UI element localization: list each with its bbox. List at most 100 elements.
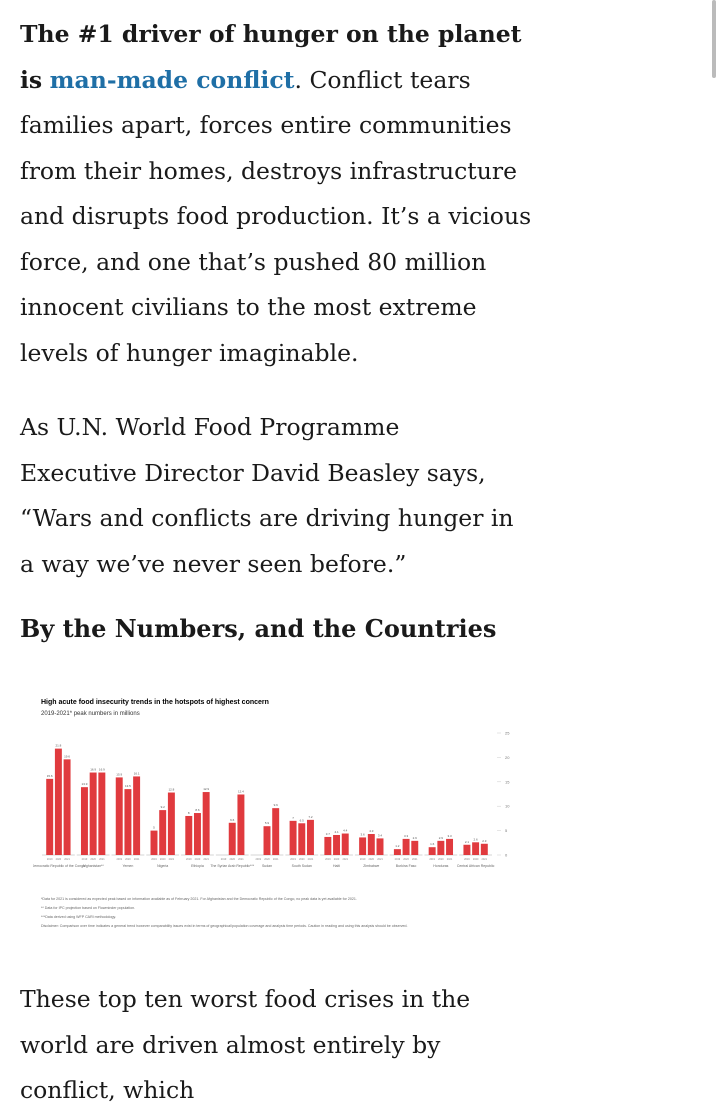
bar <box>46 778 54 855</box>
year-label: 2021 <box>169 858 175 861</box>
year-label: 2019 <box>82 858 88 861</box>
paragraph: These top ten worst food crises in the w… <box>20 985 471 1104</box>
bar <box>324 836 332 855</box>
value-label: 2.3 <box>482 839 487 843</box>
value-label: 2.9 <box>413 836 418 840</box>
value-label: 13.5 <box>125 784 131 788</box>
year-label: 2020 <box>195 858 201 861</box>
bar <box>159 810 167 855</box>
bar <box>202 792 210 855</box>
y-tick-label: 15 <box>505 779 510 784</box>
y-tick-label: 0 <box>505 853 508 858</box>
year-label: 2021 <box>342 858 348 861</box>
year-label: 2021 <box>482 858 488 861</box>
year-label: 2020 <box>56 858 62 861</box>
value-label: 6.6 <box>230 818 235 822</box>
x-tick-label: The Syrian Arab Republic*** <box>210 864 254 868</box>
bar <box>341 833 349 855</box>
year-label: 2019 <box>151 858 157 861</box>
value-label: 13.9 <box>82 782 88 786</box>
value-label: 5 <box>153 826 155 830</box>
value-label: 16.9 <box>99 768 105 772</box>
value-label: 2.1 <box>465 840 470 844</box>
x-tick-label: Nigeria <box>157 864 168 868</box>
year-label: 2019 <box>47 858 53 861</box>
bar <box>359 837 367 855</box>
year-label: 2019 <box>221 858 227 861</box>
year-label: 2020 <box>90 858 96 861</box>
year-label: 2021 <box>377 858 383 861</box>
value-label: 3.6 <box>361 832 366 836</box>
footnote: *Data for 2021 is considered as expected… <box>41 897 357 901</box>
year-label: 2019 <box>116 858 122 861</box>
bar <box>306 819 314 855</box>
bar <box>428 847 436 855</box>
bar <box>133 776 141 855</box>
bar <box>289 820 297 855</box>
value-label: 16.1 <box>134 771 140 775</box>
bar <box>437 840 445 855</box>
x-tick-label: Haiti <box>333 864 340 868</box>
year-label: 2021 <box>447 858 453 861</box>
value-label: 19.6 <box>64 754 70 758</box>
value-label: 3.7 <box>326 832 331 836</box>
year-label: 2021 <box>238 858 244 861</box>
value-label: 3.3 <box>447 834 452 838</box>
value-label: 9.2 <box>161 805 166 809</box>
year-label: 2020 <box>334 858 340 861</box>
x-tick-label: Zimbabwe <box>363 864 379 868</box>
bar <box>124 789 132 855</box>
x-tick-label: South Sudan <box>292 864 312 868</box>
chart-image: High acute food insecurity trends in the… <box>33 688 513 958</box>
x-tick-label: Sudan <box>262 864 272 868</box>
year-label: 2021 <box>273 858 279 861</box>
x-tick-label: Ethiopia <box>191 864 204 868</box>
link[interactable]: man-made conflict <box>49 65 295 94</box>
value-label: 2.6 <box>474 837 479 841</box>
value-label: 7.2 <box>308 815 313 819</box>
value-label: 1.2 <box>395 844 400 848</box>
y-tick-label: 5 <box>505 828 508 833</box>
bar <box>115 777 123 855</box>
heading: By the Numbers, and the Countries <box>20 614 497 643</box>
bar <box>298 823 306 855</box>
y-tick-label: 25 <box>505 731 510 736</box>
value-label: 4.3 <box>369 829 374 833</box>
value-label: 16.9 <box>90 768 96 772</box>
bar <box>167 792 175 855</box>
year-label: 2021 <box>134 858 140 861</box>
value-label: 9.6 <box>274 803 279 807</box>
footnote: ** Data for IPC projection based on Flow… <box>41 906 135 910</box>
year-label: 2020 <box>160 858 166 861</box>
scrollbar <box>712 0 716 78</box>
year-label: 2020 <box>125 858 131 861</box>
bar <box>185 815 193 855</box>
chart-title: High acute food insecurity trends in the… <box>41 699 269 706</box>
paragraph: As U.N. World Food Programme Executive D… <box>20 413 514 578</box>
bar <box>150 830 158 855</box>
x-tick-label: Democratic Republic of the Congo <box>33 864 85 868</box>
value-label: 12.9 <box>203 787 209 791</box>
page: The #1 driver of hunger on the planet is… <box>20 0 716 1104</box>
paragraph: The #1 driver of hunger on the planet is… <box>20 12 535 376</box>
year-label: 2019 <box>395 858 401 861</box>
year-label: 2019 <box>360 858 366 861</box>
value-label: 4.1 <box>334 830 339 834</box>
chart-subtitle: 2019-2021* peak numbers in millions <box>41 711 140 717</box>
year-label: 2021 <box>308 858 314 861</box>
footnote: ***Data derived using WFP CARI methodolo… <box>41 915 116 919</box>
year-label: 2020 <box>299 858 305 861</box>
value-label: 15.9 <box>116 772 122 776</box>
value-label: 8.6 <box>195 808 200 812</box>
bar <box>463 844 471 855</box>
footnote: Disclaimer: Comparison over time indicat… <box>41 924 408 928</box>
year-label: 2019 <box>325 858 331 861</box>
x-tick-label: Honduras <box>433 864 448 868</box>
bar <box>63 759 71 855</box>
year-label: 2020 <box>264 858 270 861</box>
bold-text: The #1 driver of hunger on the planet is <box>20 20 522 94</box>
year-label: 2020 <box>229 858 235 861</box>
bar <box>411 840 419 855</box>
x-tick-label: Central African Republic <box>457 864 495 868</box>
text: . Conflict tears families apart, forces … <box>20 65 532 367</box>
